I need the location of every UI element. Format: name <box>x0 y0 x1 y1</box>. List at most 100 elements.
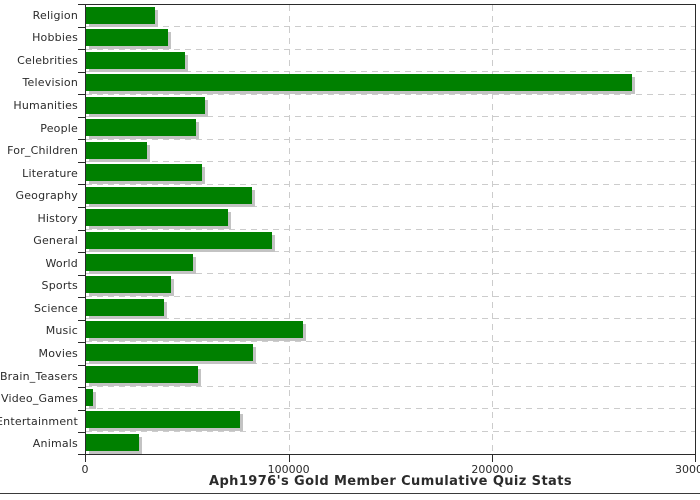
horizontal-gridline <box>86 273 695 275</box>
bottom-separator <box>0 493 700 494</box>
plot-area <box>85 4 696 455</box>
bar <box>86 164 202 182</box>
category-label: Sports <box>41 279 78 293</box>
category-label: Television <box>22 76 78 90</box>
bar-row <box>86 364 695 387</box>
y-tick-mark <box>78 387 85 389</box>
horizontal-gridline <box>86 48 695 50</box>
category-label: Science <box>33 301 78 315</box>
category-label: Humanities <box>13 98 78 112</box>
horizontal-gridline <box>86 228 695 230</box>
bar-row <box>86 297 695 320</box>
horizontal-gridline <box>86 138 695 140</box>
category-label: Hobbies <box>32 31 78 45</box>
bar-row <box>86 387 695 410</box>
bar-row <box>86 207 695 230</box>
x-tick-mark <box>85 455 86 462</box>
bar-row <box>86 27 695 50</box>
y-tick-mark <box>78 71 85 73</box>
y-tick-mark <box>78 342 85 344</box>
y-tick-mark <box>78 116 85 118</box>
horizontal-gridline <box>86 430 695 432</box>
bar <box>86 321 304 339</box>
horizontal-gridline <box>86 408 695 410</box>
y-tick-mark <box>78 432 85 434</box>
x-tick-mark <box>492 455 494 462</box>
bar <box>86 231 272 249</box>
y-tick-mark <box>78 454 85 455</box>
bar <box>86 276 172 294</box>
bar-row <box>86 185 695 208</box>
y-tick-mark <box>78 409 85 411</box>
bar-row <box>86 72 695 95</box>
category-label: Celebrities <box>17 53 78 67</box>
bar <box>86 141 147 159</box>
bar <box>86 209 229 227</box>
horizontal-gridline <box>86 250 695 252</box>
category-label: Movies <box>38 346 78 360</box>
bar-row <box>86 252 695 275</box>
x-axis-tick-labels: 0 100000 200000 300000 <box>81 463 700 477</box>
bar <box>86 298 165 316</box>
x-tick-mark <box>695 455 696 462</box>
bar-row <box>86 274 695 297</box>
horizontal-gridline <box>86 385 695 387</box>
category-label: Animals <box>32 437 78 451</box>
chart-title: Aph1976's Gold Member Cumulative Quiz St… <box>209 474 572 489</box>
y-tick-mark <box>78 184 85 186</box>
bar-row <box>86 140 695 163</box>
bar <box>86 366 198 384</box>
x-tick-mark <box>288 455 290 462</box>
category-label: Music <box>45 324 78 338</box>
bar-row <box>86 95 695 118</box>
y-tick-mark <box>78 94 85 96</box>
category-label: Geography <box>15 189 78 203</box>
bar-row <box>86 162 695 185</box>
horizontal-gridline <box>86 183 695 185</box>
bar-row <box>86 409 695 432</box>
bar <box>86 51 186 69</box>
horizontal-gridline <box>86 363 695 365</box>
y-tick-mark <box>78 26 85 28</box>
horizontal-gridline <box>86 93 695 95</box>
category-label: Literature <box>22 166 78 180</box>
horizontal-gridline <box>86 26 695 28</box>
bar <box>86 411 241 429</box>
bar-row <box>86 230 695 252</box>
y-tick-mark <box>78 252 85 254</box>
y-tick-mark <box>78 139 85 141</box>
bar-row <box>86 117 695 140</box>
x-tick-label: 0 <box>81 463 89 476</box>
category-label: People <box>40 121 78 135</box>
y-tick-mark <box>78 297 85 299</box>
bar <box>86 74 633 92</box>
category-label: Video_Games <box>1 392 78 406</box>
bar <box>86 119 196 137</box>
category-label: For_Children <box>7 144 78 158</box>
x-tick-label: 300000 <box>675 463 700 476</box>
horizontal-gridline <box>86 340 695 342</box>
bar-row <box>86 5 695 28</box>
bar <box>86 253 193 271</box>
bar <box>86 29 169 47</box>
horizontal-gridline <box>86 206 695 208</box>
y-tick-mark <box>78 161 85 163</box>
category-label: History <box>37 211 78 225</box>
category-label: Religion <box>32 8 78 22</box>
x-axis-ticks <box>85 455 696 462</box>
bar <box>86 388 94 406</box>
y-tick-mark <box>78 319 85 321</box>
bar <box>86 343 254 361</box>
horizontal-gridline <box>86 295 695 297</box>
x-tick-label: 100000 <box>267 463 310 476</box>
bar-row <box>86 432 695 454</box>
bar-row <box>86 319 695 342</box>
bar-rows <box>86 5 695 454</box>
category-label: World <box>45 256 78 270</box>
bar <box>86 96 205 114</box>
x-tick-label: 200000 <box>471 463 514 476</box>
y-tick-mark <box>78 206 85 208</box>
category-label: Brain_Teasers <box>0 369 78 383</box>
y-tick-mark <box>78 274 85 276</box>
